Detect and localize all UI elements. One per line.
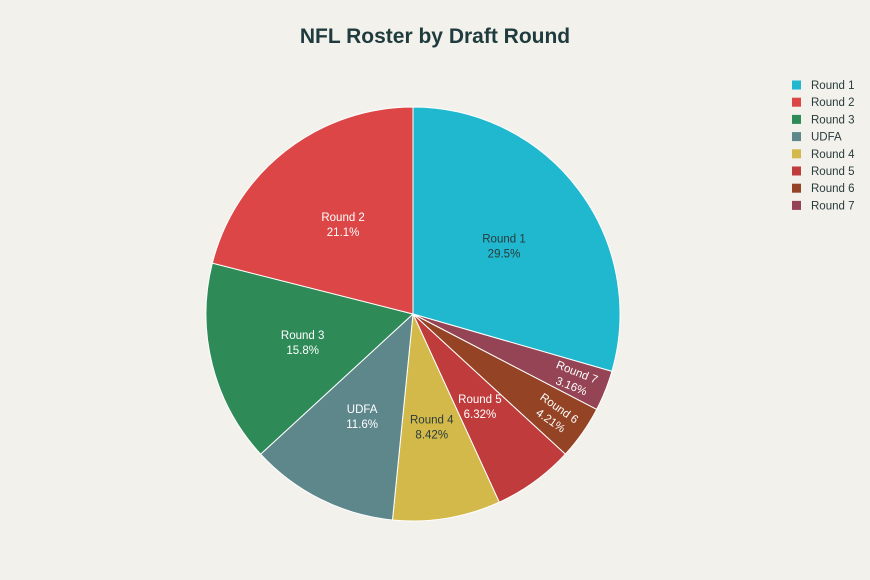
- slice-label-name: Round 5: [458, 394, 501, 406]
- legend-label: Round 1: [811, 80, 854, 92]
- legend-swatch: [792, 114, 801, 124]
- pie-slice: [205, 262, 415, 455]
- legend-swatch: [792, 166, 801, 176]
- legend-label: UDFA: [811, 132, 842, 144]
- slice-label-percent: 21.1%: [327, 227, 360, 239]
- legend-swatch: [792, 97, 801, 107]
- pie-slice: [211, 106, 414, 315]
- legend-item[interactable]: Round 6: [792, 183, 854, 195]
- legend-label: Round 5: [811, 166, 854, 178]
- slice-label-percent: 29.5%: [488, 249, 521, 261]
- pie-slices: [205, 106, 621, 522]
- legend-item[interactable]: Round 4: [792, 149, 855, 161]
- legend-label: Round 4: [811, 149, 855, 161]
- slice-label-name: Round 1: [482, 234, 525, 246]
- chart-title: NFL Roster by Draft Round: [300, 25, 570, 48]
- legend-swatch: [792, 200, 801, 210]
- pie-slice: [391, 312, 500, 522]
- legend-label: Round 2: [811, 97, 854, 109]
- legend-swatch: [792, 132, 801, 142]
- pie-slice: [412, 106, 621, 372]
- slice-label: Round 1 29.5%: [482, 234, 525, 261]
- legend-item[interactable]: Round 1: [792, 80, 854, 92]
- pie-slice: [259, 312, 414, 521]
- slice-label-name: Round 2: [321, 212, 364, 224]
- legend-item[interactable]: Round 2: [792, 97, 854, 109]
- legend: Round 1 Round 2 Round 3 UDFA Round 4 Round 5 R…: [792, 80, 855, 212]
- slice-label: Round 2 21.1%: [321, 212, 364, 239]
- slice-label: UDFA 11.6%: [346, 404, 378, 431]
- slice-label-percent: 6.32%: [464, 409, 497, 421]
- legend-label: Round 7: [811, 200, 854, 212]
- slice-label-name: UDFA: [347, 404, 378, 416]
- slice-label-name: Round 3: [281, 330, 324, 342]
- legend-label: Round 6: [811, 183, 854, 195]
- legend-item[interactable]: Round 5: [792, 166, 854, 178]
- legend-swatch: [792, 149, 801, 159]
- slice-label-percent: 15.8%: [286, 345, 319, 357]
- legend-item[interactable]: Round 3: [792, 114, 854, 126]
- legend-item[interactable]: Round 7: [792, 200, 854, 212]
- legend-item[interactable]: UDFA: [792, 132, 842, 144]
- slice-label: Round 4 8.42%: [410, 414, 454, 441]
- slice-label-percent: 11.6%: [346, 419, 378, 431]
- legend-swatch: [792, 80, 801, 90]
- slice-label: Round 5 6.32%: [458, 394, 501, 421]
- slice-label: Round 3 15.8%: [281, 330, 324, 357]
- slice-label-name: Round 4: [410, 414, 454, 426]
- slice-label-percent: 8.42%: [415, 429, 448, 441]
- legend-swatch: [792, 183, 801, 193]
- legend-label: Round 3: [811, 114, 854, 126]
